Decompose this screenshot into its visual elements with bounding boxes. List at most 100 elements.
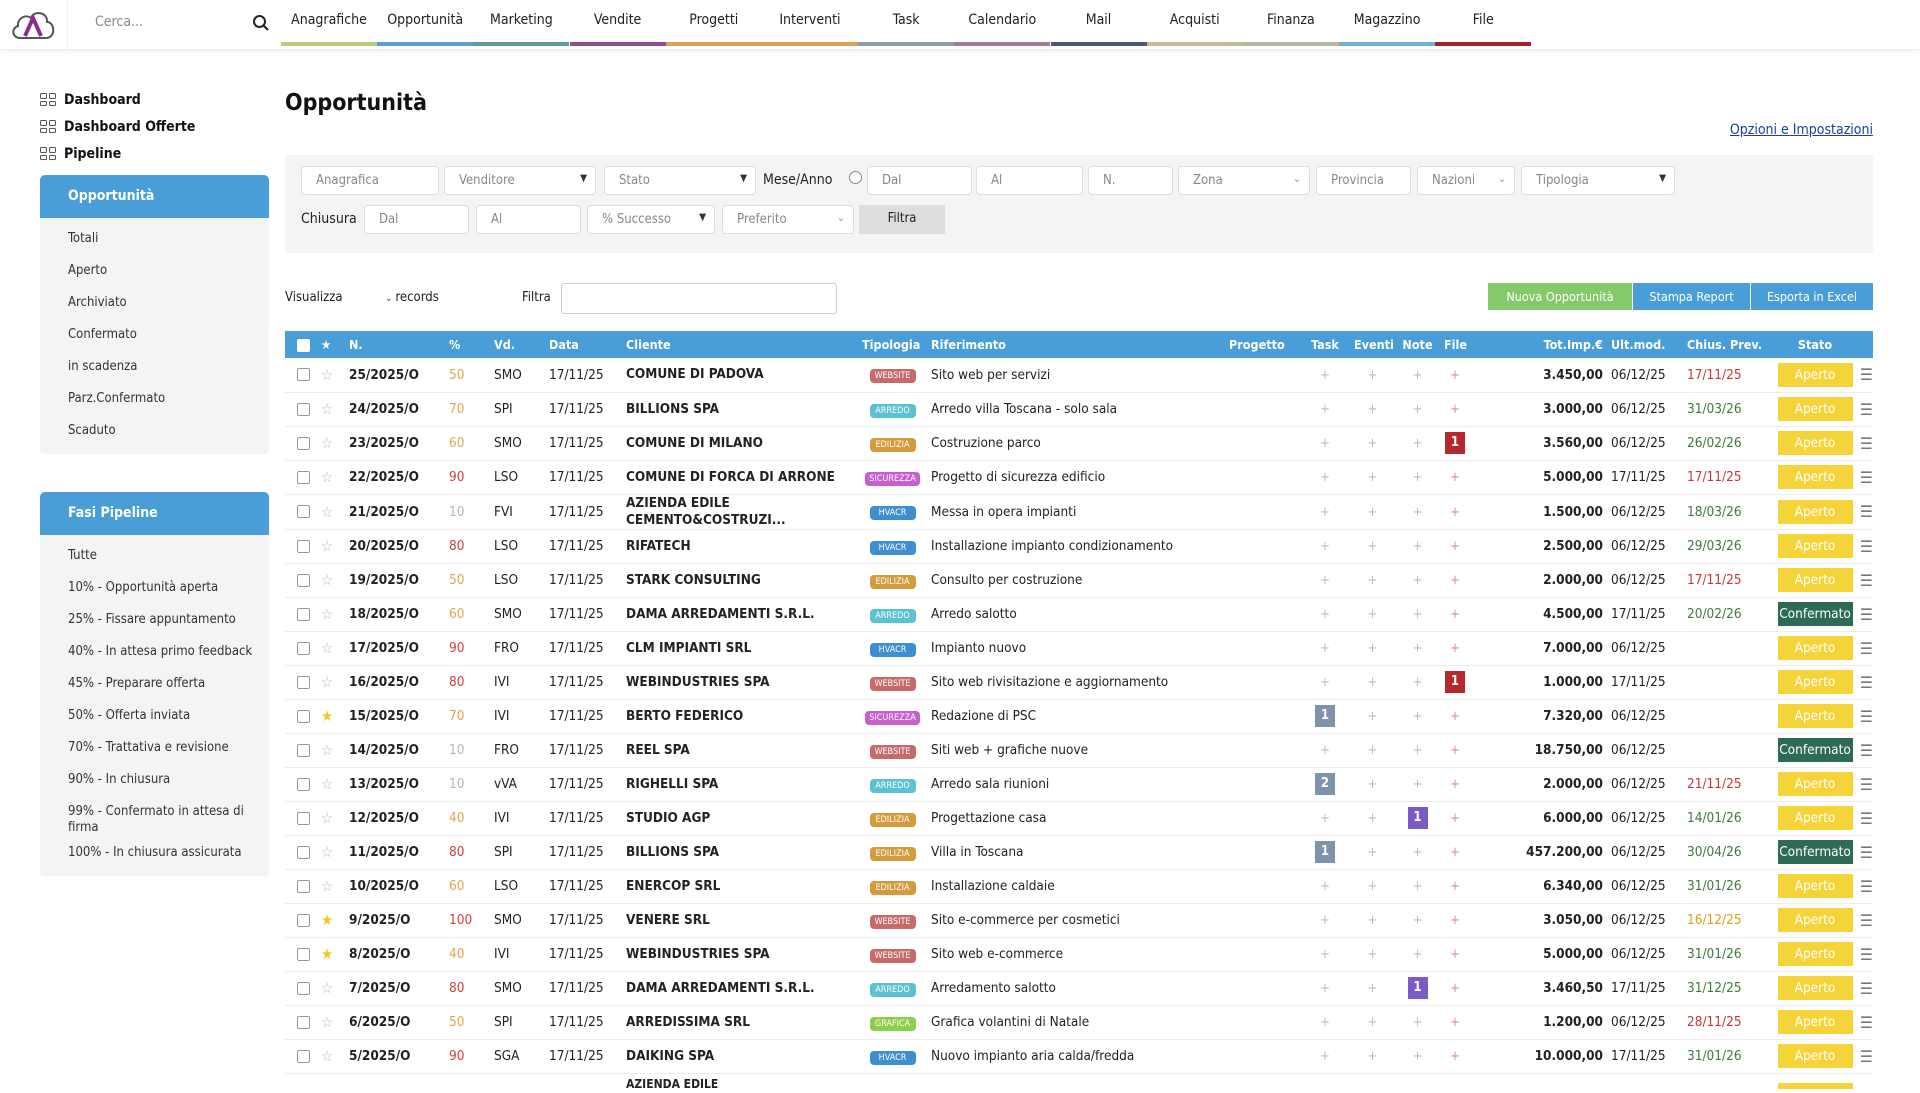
- add-note-plus-icon[interactable]: +: [1412, 709, 1423, 724]
- add-eventi-plus-icon[interactable]: +: [1367, 777, 1378, 792]
- hamburger-menu-icon[interactable]: ☰: [1860, 842, 1873, 862]
- row-checkbox[interactable]: [296, 470, 310, 484]
- add-eventi-plus-icon[interactable]: +: [1367, 367, 1378, 383]
- add-file-plus-icon[interactable]: +: [1450, 947, 1460, 962]
- add-file-plus-icon[interactable]: +: [1450, 1049, 1460, 1064]
- nuova-opportunita-button[interactable]: Nuova Opportunità: [1488, 283, 1632, 310]
- stato-badge[interactable]: Confermato: [1777, 738, 1853, 762]
- cell-n[interactable]: 20/2025/O: [345, 529, 445, 564]
- cell-cliente[interactable]: COMUNE DI FORCA DI ARRONE: [622, 460, 858, 495]
- add-eventi-plus-icon[interactable]: +: [1367, 811, 1378, 826]
- cell-n[interactable]: 24/2025/O: [345, 392, 445, 427]
- table-row[interactable]: ☆ 24/2025/O 70 SPI 17/11/25 BILLIONS SPA ARRED…: [285, 392, 1873, 427]
- star-outline-icon[interactable]: ☆: [321, 877, 334, 895]
- chiusura-dal-input[interactable]: Dal: [364, 205, 469, 234]
- col-stato[interactable]: Stato: [1770, 331, 1860, 358]
- nav-item-anagrafiche[interactable]: Anagrafiche: [281, 0, 377, 46]
- select-all-checkbox[interactable]: [285, 331, 321, 358]
- sidebar-item[interactable]: in scadenza: [68, 359, 138, 374]
- sidebar-item[interactable]: 90% - In chiusura: [68, 772, 171, 787]
- cell-cliente[interactable]: CLM IMPIANTI SRL: [622, 631, 858, 666]
- cell-n[interactable]: 13/2025/O: [345, 767, 445, 802]
- sidebar-item[interactable]: Parz.Confermato: [68, 391, 166, 406]
- add-note-plus-icon[interactable]: +: [1412, 573, 1423, 588]
- star-filled-icon[interactable]: ★: [321, 707, 334, 725]
- table-row[interactable]: ☆ 14/2025/O 10 FRO 17/11/25 REEL SPA WEBSITE Si…: [285, 733, 1873, 768]
- add-note-plus-icon[interactable]: +: [1412, 539, 1423, 554]
- add-task-plus-icon[interactable]: +: [1320, 607, 1330, 622]
- stato-badge[interactable]: Aperto: [1777, 874, 1853, 898]
- note-count-badge[interactable]: 1: [1407, 807, 1428, 829]
- col-vd[interactable]: Vd.: [490, 331, 545, 358]
- table-row[interactable]: ☆ 18/2025/O 60 SMO 17/11/25 DAMA ARREDAMENTI …: [285, 597, 1873, 632]
- star-outline-icon[interactable]: ☆: [321, 809, 334, 827]
- row-checkbox[interactable]: [296, 777, 310, 791]
- cell-n[interactable]: 9/2025/O: [345, 903, 445, 938]
- table-row[interactable]: ☆ 6/2025/O 50 SPI 17/11/25 ARREDISSIMA SRL GRA…: [285, 1005, 1873, 1040]
- stato-badge[interactable]: [1777, 1082, 1853, 1089]
- sidebar-item[interactable]: Totali: [68, 231, 99, 246]
- star-outline-icon[interactable]: ☆: [321, 365, 334, 384]
- hamburger-menu-icon[interactable]: ☰: [1860, 502, 1873, 521]
- nav-item-acquisti[interactable]: Acquisti: [1146, 0, 1243, 46]
- file-count-badge[interactable]: 1: [1445, 671, 1465, 693]
- add-eventi-plus-icon[interactable]: +: [1367, 1049, 1378, 1064]
- chiusura-al-input[interactable]: Al: [476, 205, 581, 234]
- add-file-plus-icon[interactable]: +: [1450, 845, 1460, 860]
- table-row[interactable]: ★ 15/2025/O 70 IVI 17/11/25 BERTO FEDERICO SIC…: [285, 699, 1873, 734]
- add-eventi-plus-icon[interactable]: +: [1367, 675, 1378, 690]
- nazioni-select[interactable]: Nazioni ⌄: [1417, 166, 1515, 195]
- add-note-plus-icon[interactable]: +: [1412, 470, 1423, 485]
- add-eventi-plus-icon[interactable]: +: [1367, 845, 1378, 860]
- add-task-plus-icon[interactable]: +: [1320, 402, 1330, 417]
- add-note-plus-icon[interactable]: +: [1412, 947, 1423, 962]
- star-filled-icon[interactable]: ★: [321, 945, 334, 963]
- sidebar-item[interactable]: 99% - Confermato in attesa di firma: [68, 804, 244, 835]
- add-task-plus-icon[interactable]: +: [1320, 743, 1330, 758]
- add-note-plus-icon[interactable]: +: [1412, 607, 1423, 622]
- sidebar-item[interactable]: 40% - In attesa primo feedback: [68, 644, 253, 659]
- add-file-plus-icon[interactable]: +: [1450, 1015, 1460, 1030]
- stato-badge[interactable]: Aperto: [1777, 1010, 1853, 1034]
- add-task-plus-icon[interactable]: +: [1320, 504, 1330, 520]
- preferito-select[interactable]: Preferito ⌄: [722, 205, 854, 234]
- stato-badge[interactable]: Aperto: [1777, 976, 1853, 1000]
- cell-n[interactable]: 7/2025/O: [345, 971, 445, 1006]
- star-outline-icon[interactable]: ☆: [321, 673, 334, 691]
- task-count-badge[interactable]: 2: [1315, 773, 1335, 795]
- star-outline-icon[interactable]: ☆: [321, 434, 334, 452]
- cell-n[interactable]: 8/2025/O: [345, 937, 445, 972]
- cell-n[interactable]: 19/2025/O: [345, 563, 445, 598]
- row-checkbox[interactable]: [296, 675, 310, 689]
- anagrafica-input[interactable]: Anagrafica: [301, 166, 439, 195]
- hamburger-menu-icon[interactable]: ☰: [1860, 978, 1873, 998]
- row-checkbox[interactable]: [296, 368, 310, 382]
- col-file[interactable]: File: [1440, 331, 1470, 358]
- table-row[interactable]: ☆ 16/2025/O 80 IVI 17/11/25 WEBINDUSTRIES SPA…: [285, 665, 1873, 700]
- stato-badge[interactable]: Aperto: [1777, 942, 1853, 966]
- star-outline-icon[interactable]: ☆: [321, 979, 334, 997]
- n-input[interactable]: N.: [1088, 166, 1173, 195]
- fasi-pipeline-panel-title[interactable]: Fasi Pipeline: [40, 492, 269, 535]
- add-file-plus-icon[interactable]: +: [1450, 367, 1460, 383]
- app-logo[interactable]: [8, 4, 58, 46]
- add-note-plus-icon[interactable]: +: [1412, 845, 1423, 860]
- add-task-plus-icon[interactable]: +: [1320, 436, 1330, 451]
- cell-cliente[interactable]: BILLIONS SPA: [622, 835, 858, 870]
- add-task-plus-icon[interactable]: +: [1320, 811, 1330, 826]
- cell-cliente[interactable]: BILLIONS SPA: [622, 392, 858, 427]
- stato-badge[interactable]: Aperto: [1777, 568, 1853, 592]
- table-row[interactable]: ☆ 12/2025/O 40 IVI 17/11/25 STUDIO AGP EDILIZI…: [285, 801, 1873, 836]
- col-tipologia[interactable]: Tipologia: [858, 331, 927, 358]
- table-row[interactable]: ☆ 25/2025/O 50 SMO 17/11/25 COMUNE DI PADOVA W…: [285, 358, 1873, 393]
- cell-cliente[interactable]: VENERE SRL: [622, 903, 858, 938]
- col-tot[interactable]: Tot.Imp.€: [1470, 331, 1607, 358]
- cell-cliente[interactable]: ENERCOP SRL: [622, 869, 858, 904]
- esporta-excel-button[interactable]: Esporta in Excel: [1751, 283, 1873, 310]
- add-task-plus-icon[interactable]: +: [1320, 947, 1330, 962]
- add-note-plus-icon[interactable]: +: [1412, 777, 1423, 792]
- row-checkbox[interactable]: [296, 981, 310, 995]
- col-note[interactable]: Note: [1395, 331, 1440, 358]
- table-row[interactable]: ☆ 22/2025/O 90 LSO 17/11/25 COMUNE DI FORCA D…: [285, 460, 1873, 495]
- cell-n[interactable]: 21/2025/O: [345, 494, 445, 530]
